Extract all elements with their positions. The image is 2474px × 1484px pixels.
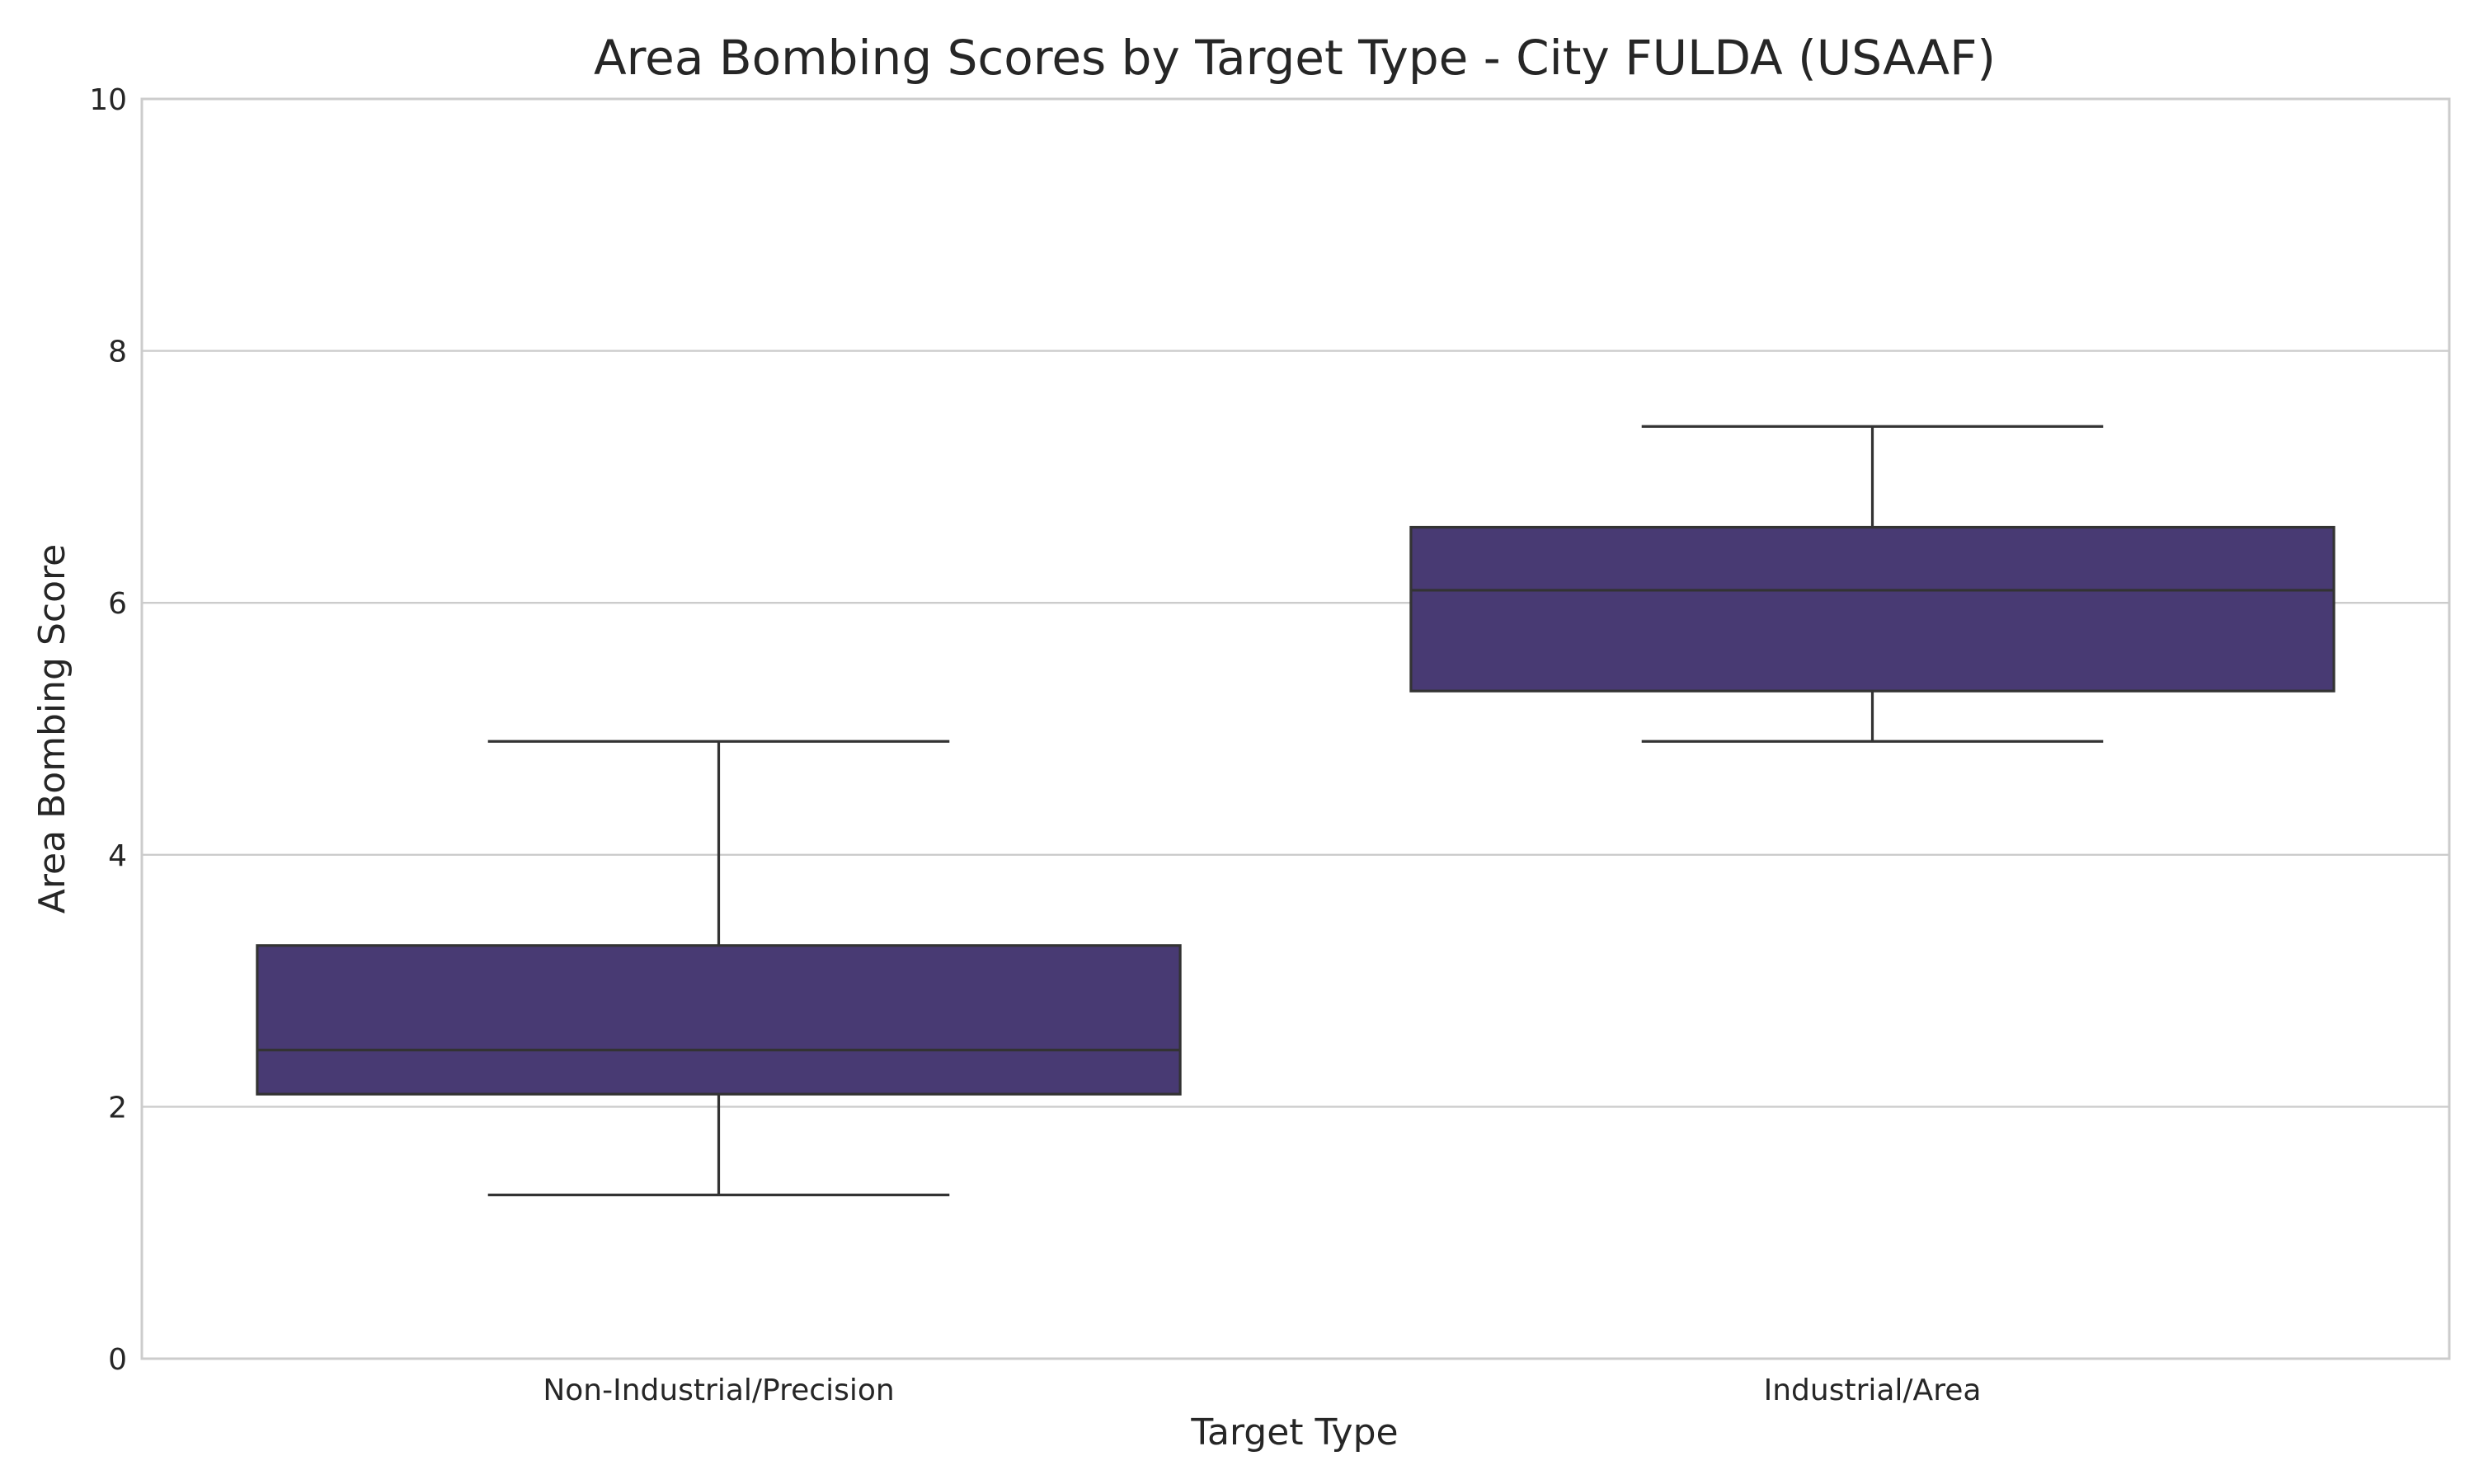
- y-axis-ticks: 0 2 4 6 8 10: [89, 83, 127, 1377]
- y-tick-label: 10: [89, 83, 127, 117]
- x-axis-label: Target Type: [1190, 1411, 1398, 1453]
- x-tick-label: Industrial/Area: [1764, 1374, 1982, 1407]
- chart-title: Area Bombing Scores by Target Type - Cit…: [594, 30, 1996, 86]
- box-0: [256, 740, 1182, 1196]
- gridlines: [142, 350, 2449, 1108]
- boxes: [256, 425, 2335, 1196]
- x-tick-label: Non-Industrial/Precision: [543, 1374, 894, 1407]
- iqr-box: [1409, 525, 2335, 693]
- y-tick-label: 8: [108, 336, 127, 369]
- y-tick-label: 0: [108, 1343, 127, 1377]
- iqr-box: [256, 944, 1182, 1096]
- y-tick-label: 2: [108, 1091, 127, 1125]
- y-tick-label: 4: [108, 839, 127, 873]
- y-tick-label: 6: [108, 587, 127, 621]
- box-1: [1409, 425, 2335, 743]
- plot-frame: [140, 97, 2451, 1360]
- y-axis-label: Area Bombing Score: [31, 544, 73, 913]
- x-axis-ticks: Non-Industrial/Precision Industrial/Area: [543, 1374, 1981, 1407]
